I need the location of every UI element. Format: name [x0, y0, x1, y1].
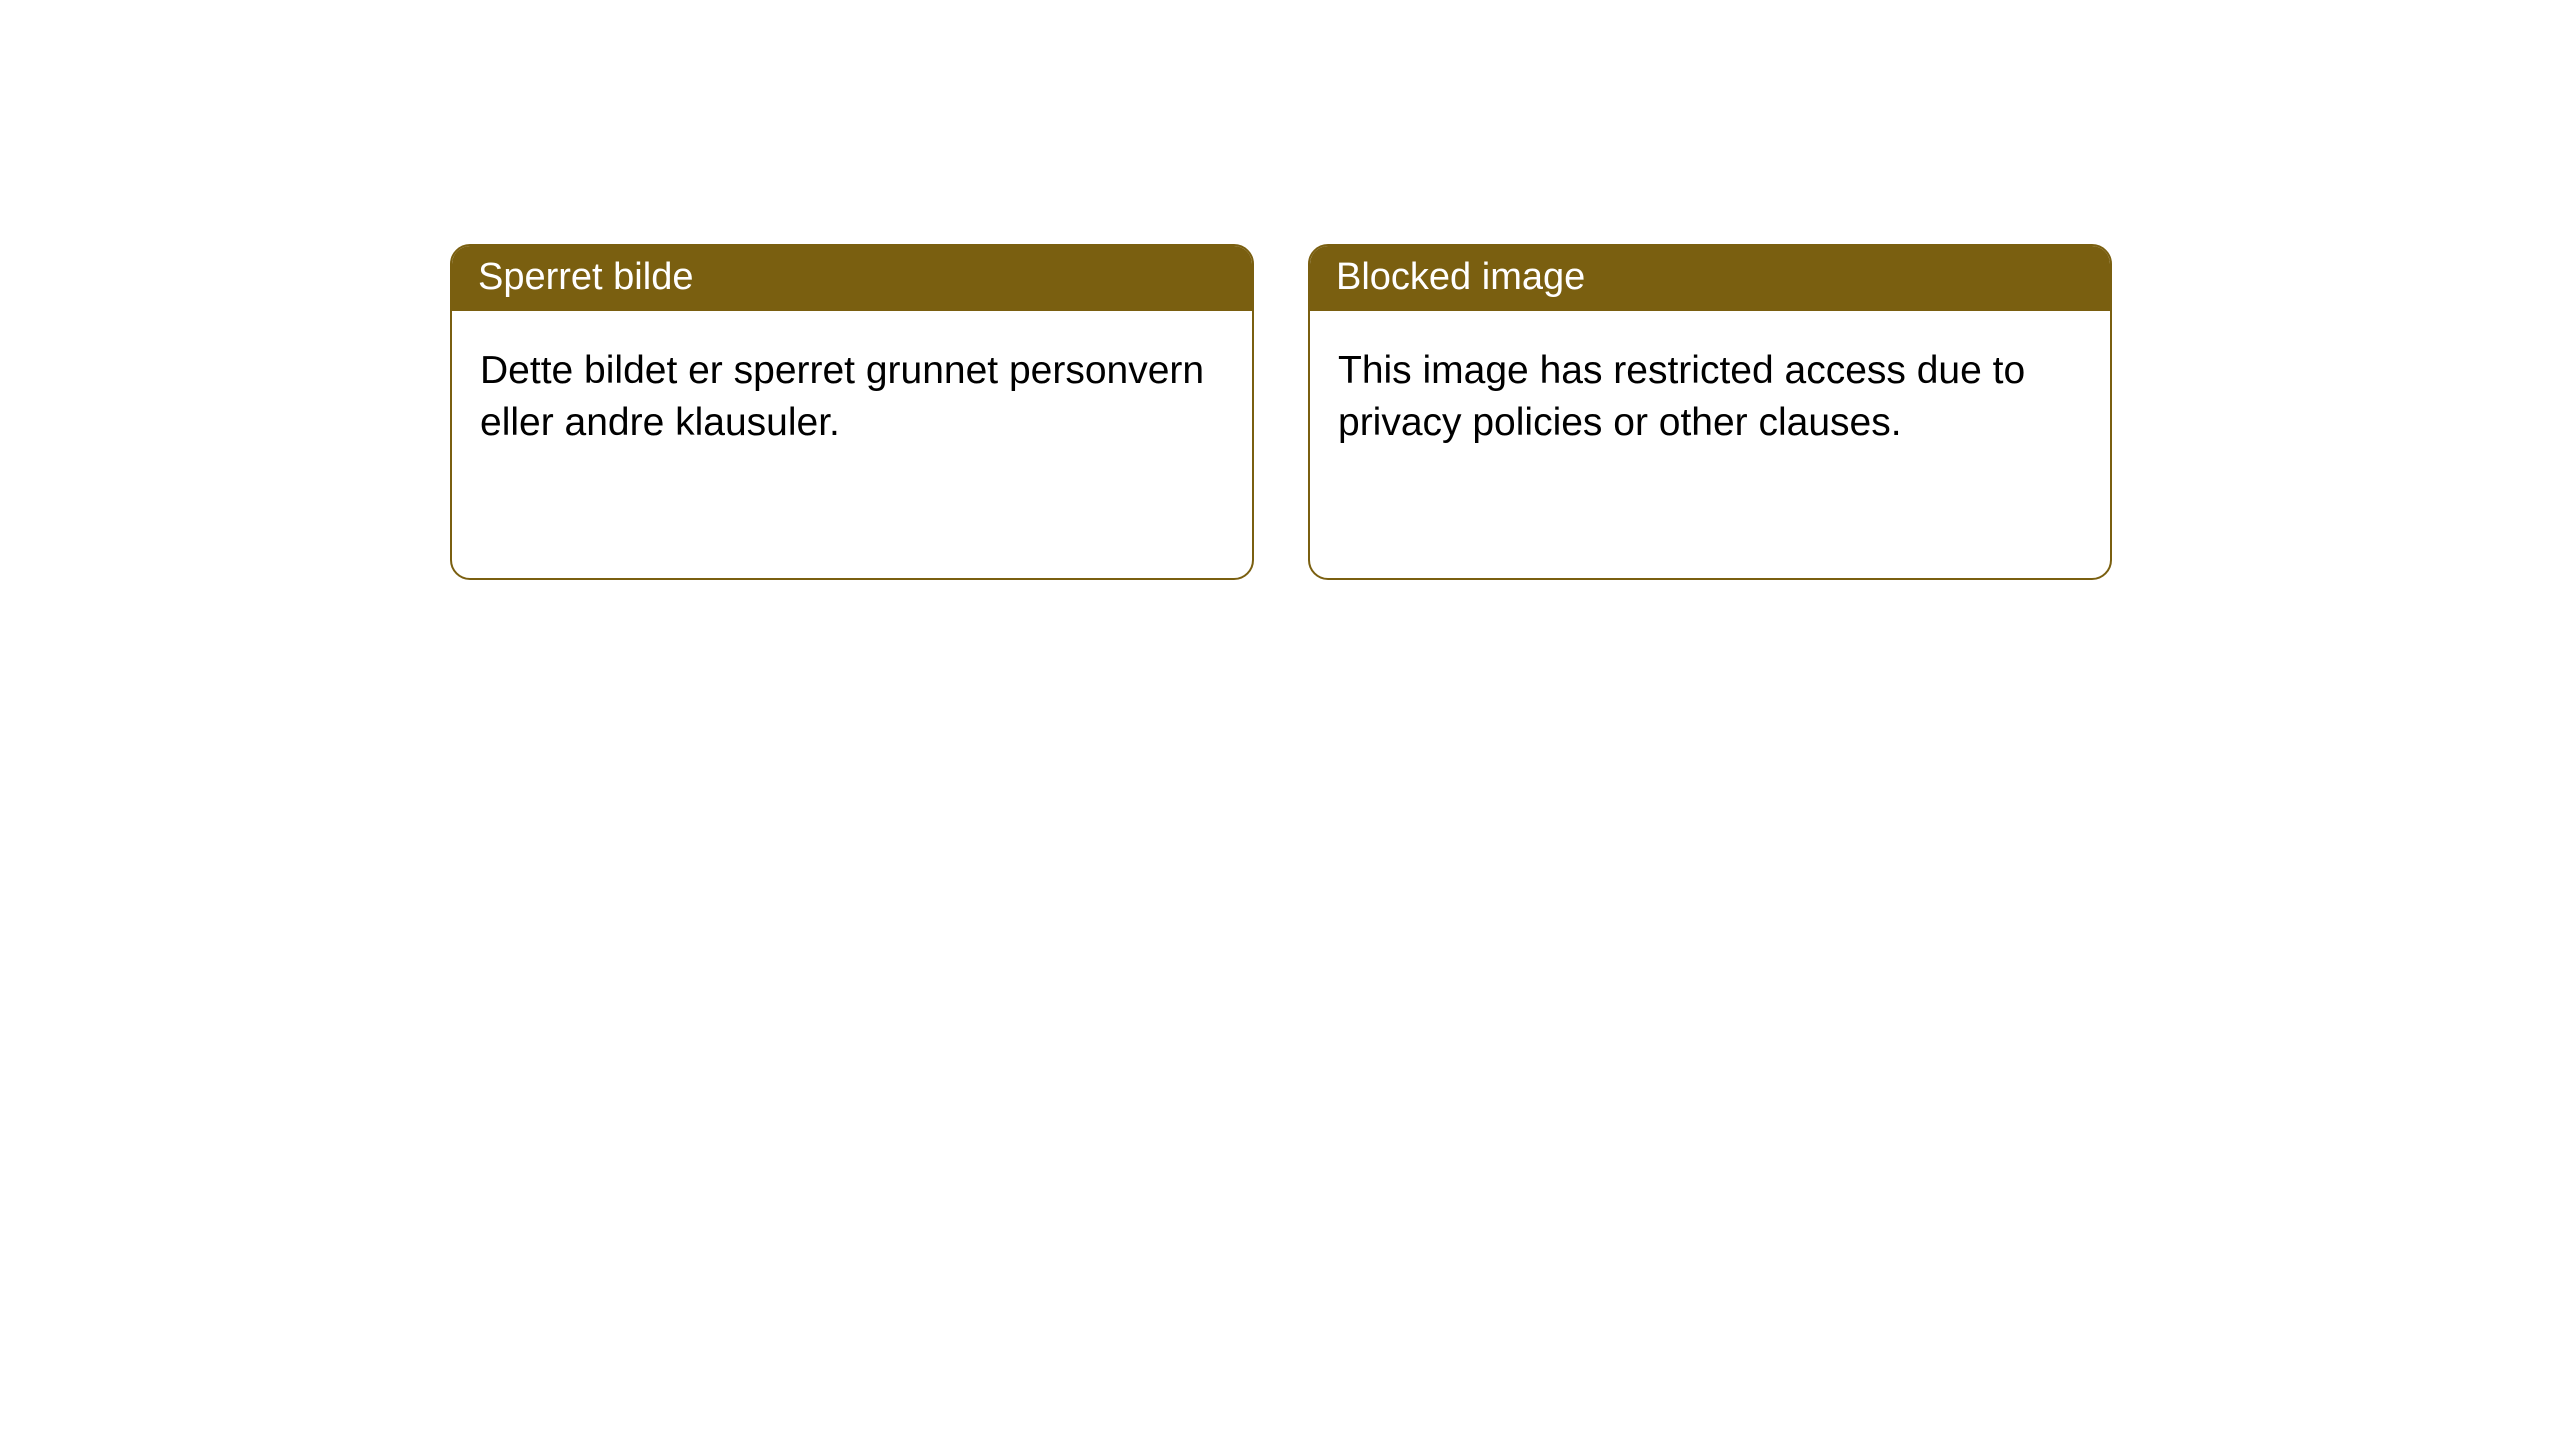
blocked-image-card-no: Sperret bilde Dette bildet er sperret gr… — [450, 244, 1254, 580]
card-title: Blocked image — [1310, 246, 2110, 311]
cards-container: Sperret bilde Dette bildet er sperret gr… — [0, 0, 2560, 580]
card-body: Dette bildet er sperret grunnet personve… — [452, 311, 1252, 483]
card-title: Sperret bilde — [452, 246, 1252, 311]
blocked-image-card-en: Blocked image This image has restricted … — [1308, 244, 2112, 580]
card-body: This image has restricted access due to … — [1310, 311, 2110, 483]
